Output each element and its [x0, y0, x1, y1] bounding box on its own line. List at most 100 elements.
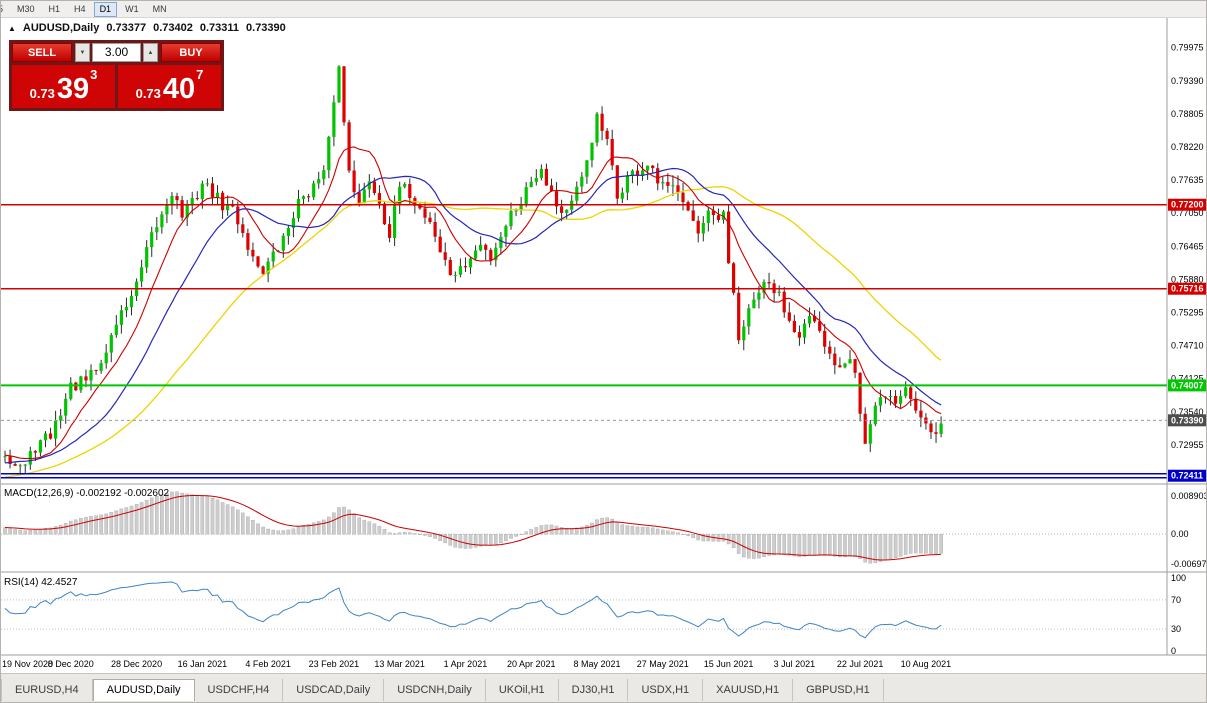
- chart-tab-usdcad-daily[interactable]: USDCAD,Daily: [283, 679, 385, 701]
- price-axis-label: 0.72955: [1171, 440, 1204, 450]
- macd-header: MACD(12,26,9) -0.002192 -0.002602: [4, 488, 170, 499]
- buy-price-pipette: 7: [196, 67, 204, 82]
- time-axis-label: 4 Feb 2021: [245, 659, 291, 669]
- price-axis-label: 0.76465: [1171, 241, 1204, 251]
- rsi-header: RSI(14) 42.4527: [4, 577, 78, 588]
- chart-tab-usdchf-h4[interactable]: USDCHF,H4: [195, 679, 284, 701]
- timeframe-toolbar: 5M30H1H4D1W1MN: [1, 1, 1206, 18]
- time-axis-label: 1 Apr 2021: [444, 659, 488, 669]
- chart-tab-ukoil-h1[interactable]: UKOil,H1: [486, 679, 559, 701]
- ohlc-low-value: 0.73311: [199, 22, 240, 34]
- price-axis-label: 0.75295: [1171, 308, 1204, 318]
- main-price-pane: [1, 65, 1167, 479]
- trade-prices-row: 0.73 39 3 0.73 40 7: [12, 65, 221, 108]
- macd-axis-label: 0.008903: [1171, 491, 1207, 501]
- svg-text:0.75716: 0.75716: [1171, 284, 1204, 294]
- price-axis-label: 0.77635: [1171, 175, 1204, 185]
- price-axis-label: 0.78805: [1171, 109, 1204, 119]
- svg-text:0.74007: 0.74007: [1171, 380, 1204, 390]
- moving-average-fast: [4, 146, 942, 460]
- volume-decrease-button[interactable]: ▼: [75, 43, 90, 62]
- time-axis-label: 23 Feb 2021: [309, 659, 360, 669]
- volume-input[interactable]: 3.00: [92, 43, 141, 62]
- time-axis-label: 3 Jul 2021: [774, 659, 816, 669]
- chart-tab-gbpusd-h1[interactable]: GBPUSD,H1: [793, 679, 884, 701]
- price-axis-highlight: [1168, 282, 1206, 295]
- symbol-period-label: AUDUSD,Daily: [22, 22, 100, 34]
- timeframe-button-5[interactable]: 5: [1, 2, 9, 17]
- moving-average-medium: [4, 167, 942, 464]
- chart-tab-xauusd-h1[interactable]: XAUUSD,H1: [703, 679, 794, 701]
- macd-signal-line: [4, 495, 942, 561]
- trade-controls-row: SELL ▼ 3.00 ▲ BUY: [12, 43, 221, 62]
- rsi-axis-label: 30: [1171, 624, 1181, 634]
- price-axis-highlight: [1168, 469, 1206, 482]
- time-axis-label: 10 Aug 2021: [901, 659, 952, 669]
- price-axis-label: 0.75880: [1171, 274, 1204, 284]
- timeframe-button-mn[interactable]: MN: [147, 2, 173, 17]
- timeframe-button-h1[interactable]: H1: [43, 2, 67, 17]
- sell-price-display[interactable]: 0.73 39 3: [12, 65, 115, 108]
- svg-text:0.72411: 0.72411: [1171, 471, 1203, 481]
- rsi-line: [4, 581, 942, 639]
- volume-increase-button[interactable]: ▲: [143, 43, 158, 62]
- sell-price-prefix: 0.73: [29, 86, 55, 101]
- chart-tab-usdx-h1[interactable]: USDX,H1: [628, 679, 704, 701]
- time-axis-label: 8 May 2021: [574, 659, 621, 669]
- buy-price-prefix: 0.73: [135, 86, 161, 101]
- ohlc-open-value: 0.73377: [106, 22, 147, 34]
- chart-tabs-bar: EURUSD,H4 AUDUSD,Daily USDCHF,H4 USDCAD,Dai…: [1, 673, 1206, 702]
- price-axis-label: 0.79975: [1171, 43, 1204, 53]
- price-axis-highlight: [1168, 198, 1206, 211]
- price-axis-highlight: [1168, 379, 1206, 392]
- time-axis-label: 15 Jun 2021: [704, 659, 754, 669]
- price-axis-label: 0.78220: [1171, 142, 1204, 152]
- ohlc-high-value: 0.73402: [153, 22, 193, 34]
- macd-histogram: [3, 491, 943, 564]
- chart-tabs: EURUSD,H4 AUDUSD,Daily USDCHF,H4 USDCAD,Dai…: [1, 679, 1206, 701]
- time-axis-label: 28 Dec 2020: [111, 659, 162, 669]
- time-axis-label: 16 Jan 2021: [178, 659, 228, 669]
- svg-text:0.73390: 0.73390: [1171, 415, 1204, 425]
- svg-text:0.77200: 0.77200: [1171, 200, 1204, 210]
- chart-area[interactable]: 0.79975 0.79390 0.78805 0.78220 0.77635 0.770…: [1, 18, 1207, 673]
- one-click-trading-toggle-icon[interactable]: ▲: [8, 23, 16, 33]
- last-price-badge: [1168, 414, 1206, 427]
- time-axis-label: 22 Jul 2021: [837, 659, 884, 669]
- price-axis-label: 0.79390: [1171, 76, 1204, 86]
- price-axis-label: 0.77050: [1171, 208, 1204, 218]
- timeframe-button-d1[interactable]: D1: [93, 1, 118, 17]
- time-axis-label: 8 Dec 2020: [48, 659, 94, 669]
- price-axis-label: 0.73540: [1171, 407, 1204, 417]
- ohlc-close-value: 0.73390: [246, 22, 286, 34]
- candles-layer: [3, 65, 943, 476]
- rsi-axis-label: 0: [1171, 646, 1176, 656]
- timeframe-button-m30[interactable]: M30: [11, 2, 41, 17]
- buy-price-big-digits: 40: [162, 73, 196, 105]
- chart-tab-dj30-h1[interactable]: DJ30,H1: [559, 679, 629, 701]
- price-axis-label: 0.74710: [1171, 341, 1204, 351]
- chart-tab-audusd-daily[interactable]: AUDUSD,Daily: [92, 679, 195, 701]
- timeframe-button-h4[interactable]: H4: [68, 2, 92, 17]
- volume-control: ▼ 3.00 ▲: [75, 43, 158, 62]
- sell-button[interactable]: SELL: [12, 43, 72, 62]
- price-axis-label: 0.74125: [1171, 374, 1204, 384]
- moving-average-slow: [4, 186, 942, 478]
- rsi-axis-label: 100: [1171, 573, 1186, 583]
- chart-ohlc-header: ▲ AUDUSD,Daily 0.73377 0.73402 0.73311 0…: [8, 22, 286, 34]
- chart-tab-usdcnh-daily[interactable]: USDCNH,Daily: [384, 679, 486, 701]
- time-axis-label: 13 Mar 2021: [374, 659, 425, 669]
- buy-button[interactable]: BUY: [161, 43, 221, 62]
- time-axis-label: 20 Apr 2021: [507, 659, 556, 669]
- macd-axis-label: -0.006971: [1171, 559, 1207, 569]
- macd-axis-label: 0.00: [1171, 529, 1189, 539]
- chart-tab-eurusd-h4[interactable]: EURUSD,H4: [1, 679, 93, 701]
- buy-price-display[interactable]: 0.73 40 7: [118, 65, 221, 108]
- sell-price-pipette: 3: [90, 67, 98, 82]
- sell-price-big-digits: 39: [56, 73, 90, 105]
- time-axis-label: 19 Nov 2020: [2, 659, 53, 669]
- main-chart-svg[interactable]: 0.79975 0.79390 0.78805 0.78220 0.77635 0.770…: [1, 18, 1207, 673]
- time-axis-label: 27 May 2021: [637, 659, 689, 669]
- timeframe-button-w1[interactable]: W1: [119, 2, 145, 17]
